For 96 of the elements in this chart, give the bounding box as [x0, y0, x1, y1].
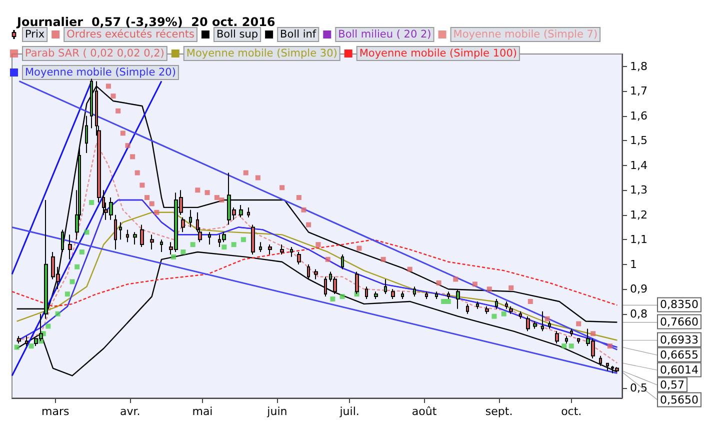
candlestick: [314, 268, 318, 280]
candlestick: [495, 298, 498, 310]
annotation: 0,6014: [660, 363, 698, 376]
y-tick-label: 1,7: [630, 84, 648, 98]
candlestick: [247, 206, 250, 218]
candlestick: [181, 216, 185, 233]
candlestick: [466, 303, 469, 314]
candlestick: [391, 288, 395, 300]
legend-label: Boll inf: [280, 28, 316, 40]
legend-label: Boll sup: [216, 28, 258, 40]
candlestick: [160, 239, 163, 252]
candlestick: [333, 276, 337, 295]
candlestick: [61, 229, 64, 252]
candlestick: [189, 209, 192, 228]
candlestick: [140, 224, 144, 248]
candlestick: [548, 320, 551, 330]
x-tick-label: août: [412, 405, 438, 418]
candlestick: [85, 115, 88, 154]
candlestick: [259, 242, 262, 252]
y-tick-label: 1,3: [630, 184, 648, 197]
y-tick-label: 0,9: [630, 282, 648, 296]
y-tick-label: 1,5: [630, 134, 648, 148]
legend-label: Parab SAR ( 0,02 0,02 0,2): [25, 48, 164, 60]
line-series: [11, 239, 618, 308]
candlestick: [565, 336, 568, 344]
annotation: 0,6655: [660, 348, 698, 362]
candlestick: [44, 200, 48, 320]
legend-label: Moyenne mobile (Simple 100): [359, 48, 517, 60]
candlestick: [485, 306, 489, 314]
y-tick-label: 1,4: [630, 158, 648, 172]
y-tick-label: 1: [630, 258, 637, 271]
candlestick: [133, 232, 137, 246]
candlestick: [555, 330, 559, 344]
candlestick: [505, 300, 508, 310]
candlestick: [577, 338, 580, 344]
candlestick: [222, 232, 226, 243]
annotation: 0,5650: [660, 393, 698, 406]
chart-title: Journalier 0,57 (-3,39%) 20 oct. 2016: [16, 15, 276, 29]
candlestick: [425, 291, 428, 300]
candlestick: [290, 246, 293, 258]
candlestick: [606, 362, 609, 372]
candlestick: [355, 271, 359, 295]
x-tick-label: juin: [266, 405, 288, 418]
y-tick-label: 1,8: [630, 60, 648, 73]
y-tick-label: 1,6: [630, 109, 648, 122]
candlestick: [413, 286, 416, 298]
candlestick: [401, 291, 404, 300]
candlestick: [126, 229, 129, 243]
candlestick: [599, 355, 602, 366]
candlestick: [533, 320, 537, 330]
candlestick: [526, 316, 530, 332]
candlestick: [365, 286, 368, 300]
x-tick-label: mai: [192, 405, 213, 418]
annotation: 0,6933: [660, 333, 698, 346]
legend-label: Moyenne mobile (Simple 30): [186, 48, 338, 60]
candlestick: [509, 306, 513, 314]
legend-label: Moyenne mobile (Simple 20): [25, 66, 176, 78]
candlestick: [114, 214, 117, 250]
x-tick-label: sept.: [485, 405, 513, 418]
candlestick: [239, 204, 243, 218]
candlestick: [68, 234, 72, 260]
legend-label: Boll milieu ( 20 2): [338, 28, 432, 40]
candlestick: [251, 224, 255, 255]
legend-label: Ordres exécutés récents: [66, 28, 194, 40]
x-tick-label: oct.: [561, 405, 582, 418]
candlestick: [324, 276, 327, 298]
candlestick: [280, 244, 284, 255]
y-tick-label: 0,5: [630, 382, 648, 395]
annotation: 0,57: [660, 378, 684, 392]
candlestick: [208, 232, 211, 246]
candlestick: [374, 291, 378, 300]
legend-label: Prix: [25, 28, 45, 40]
x-tick-label: avr.: [120, 405, 140, 418]
y-tick-label: 1,2: [630, 208, 648, 222]
annotation: 0,8350: [660, 298, 698, 312]
x-tick-label: mars: [42, 405, 70, 418]
candlestick: [150, 234, 154, 250]
y-tick-label: 1,1: [630, 233, 648, 246]
candlestick: [297, 251, 301, 265]
candlestick: [570, 328, 573, 337]
candlestick: [456, 288, 460, 310]
candlestick: [435, 291, 438, 300]
y-tick-label: 0,8: [630, 307, 648, 320]
x-tick-label: juil.: [338, 405, 360, 418]
candlestick: [384, 278, 387, 295]
candlestick: [541, 310, 544, 332]
candlestick: [17, 336, 21, 344]
candlestick: [25, 336, 28, 347]
candlestick: [519, 310, 522, 320]
candlestick: [307, 264, 310, 280]
legend-label: Moyenne mobile (Simple 7): [453, 28, 598, 40]
annotation: 0,7660: [660, 315, 698, 328]
candlestick: [268, 244, 272, 255]
candlestick: [476, 300, 479, 310]
candlestick: [341, 254, 344, 270]
candlestick: [119, 222, 122, 240]
